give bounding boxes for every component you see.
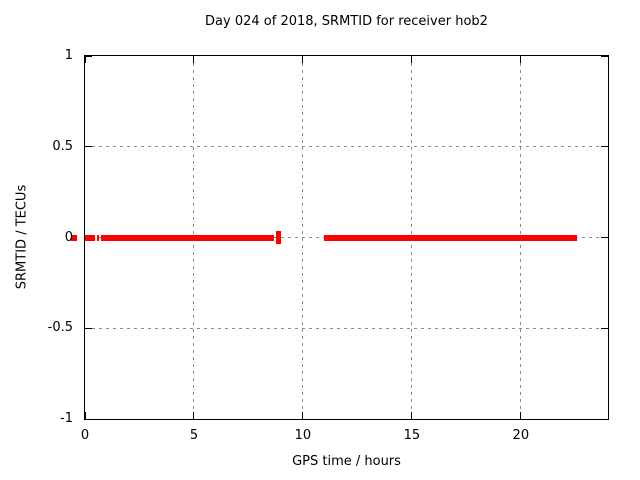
y-tick-mark [85,327,92,329]
x-tick-mark [84,56,86,63]
plot-area [71,55,609,420]
y-tick-mark [85,418,92,420]
y-tick-label: -0.5 [47,320,73,336]
x-tick-mark [302,56,304,63]
chart-title: Day 024 of 2018, SRMTID for receiver hob… [205,14,488,29]
x-tick-mark [520,56,522,63]
x-tick-mark [411,56,413,63]
data-segment [100,234,274,241]
y-tick-label: 1 [64,48,73,63]
data-segment [85,234,96,241]
y-tick-mark [85,55,92,57]
y-tick-label: -1 [60,411,73,426]
x-tick-mark [84,412,86,419]
x-tick-label: 20 [512,428,530,443]
x-tick-label: 0 [80,428,90,443]
y-tick-mark [601,55,608,57]
x-tick-mark [520,412,522,419]
x-tick-label: 5 [189,428,199,443]
x-tick-mark [193,56,195,63]
y-tick-mark [85,146,92,148]
x-tick-mark [411,412,413,419]
data-segment [96,234,99,241]
stray-data-mark [71,234,77,241]
plot-inner-layer [71,55,608,420]
x-tick-label: 10 [294,428,312,443]
x-tick-label: 15 [403,428,421,443]
y-tick-mark [601,237,608,238]
x-tick-mark [193,412,195,419]
y-grid-line [85,327,608,329]
data-segment [276,231,282,244]
y-tick-label: 0.5 [52,138,73,154]
y-tick-label: 0 [64,229,73,245]
y-tick-mark [601,418,608,420]
y-grid-line [85,146,608,148]
data-segment [324,234,578,241]
x-tick-mark [302,412,304,419]
y-tick-mark [601,146,608,148]
y-tick-mark [601,327,608,329]
x-axis-label: GPS time / hours [292,454,401,469]
